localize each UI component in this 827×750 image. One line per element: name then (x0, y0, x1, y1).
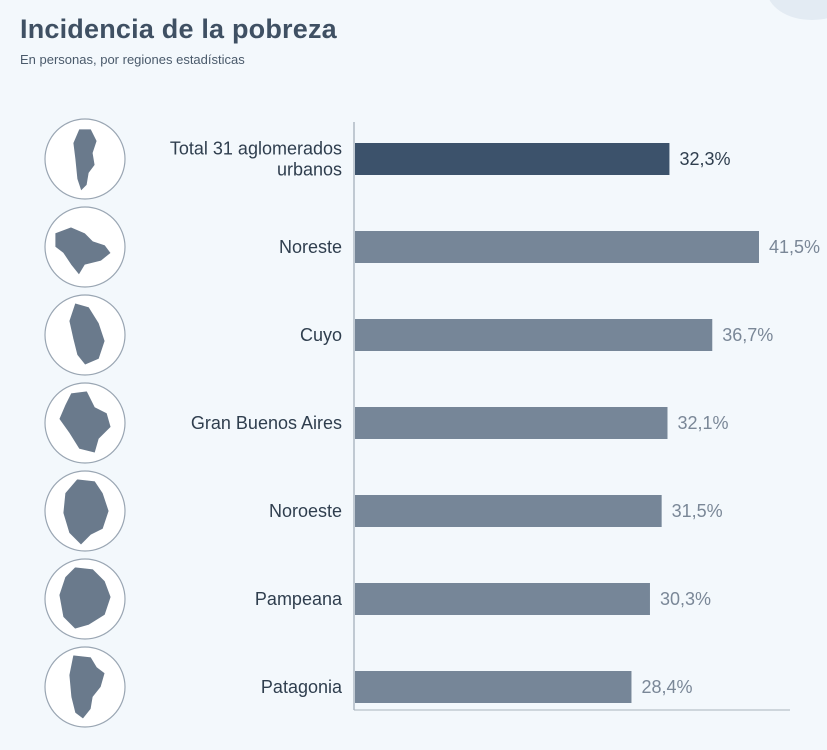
argentina-map-icon (44, 118, 126, 200)
category-label: Gran Buenos Aires (191, 413, 342, 433)
region-map-shape (68, 302, 106, 366)
bar (355, 407, 668, 439)
region-map-shape (54, 226, 112, 276)
patagonia-region-icon (44, 646, 126, 728)
region-map-shape (68, 654, 106, 720)
data-label: 32,1% (677, 413, 728, 433)
page-title: Incidencia de la pobreza (20, 14, 337, 44)
data-label: 41,5% (769, 237, 820, 257)
category-label: Total 31 aglomerados urbanos (170, 139, 342, 180)
data-label: 36,7% (722, 325, 773, 345)
bar (355, 671, 632, 703)
category-label: Noroeste (269, 501, 342, 521)
noroeste-region-icon (44, 470, 126, 552)
category-label: Pampeana (255, 589, 343, 609)
gba-region-icon (44, 382, 126, 464)
bar (355, 319, 713, 351)
category-label: Noreste (279, 237, 342, 257)
bar (355, 143, 670, 175)
category-label: Cuyo (300, 325, 342, 345)
data-label: 28,4% (641, 677, 692, 697)
data-label: 32,3% (679, 149, 730, 169)
bar (355, 231, 759, 263)
pampeana-region-icon (44, 558, 126, 640)
cuyo-region-icon (44, 294, 126, 376)
bar (355, 583, 650, 615)
region-map-shape (72, 128, 98, 192)
noreste-region-icon (44, 206, 126, 288)
page-subtitle: En personas, por regiones estadísticas (20, 52, 245, 67)
region-map-shape (58, 390, 112, 454)
region-map-shape (58, 566, 112, 630)
data-label: 31,5% (672, 501, 723, 521)
data-label: 30,3% (660, 589, 711, 609)
category-label: Patagonia (261, 677, 343, 697)
region-map-shape (62, 478, 110, 546)
bar (355, 495, 662, 527)
